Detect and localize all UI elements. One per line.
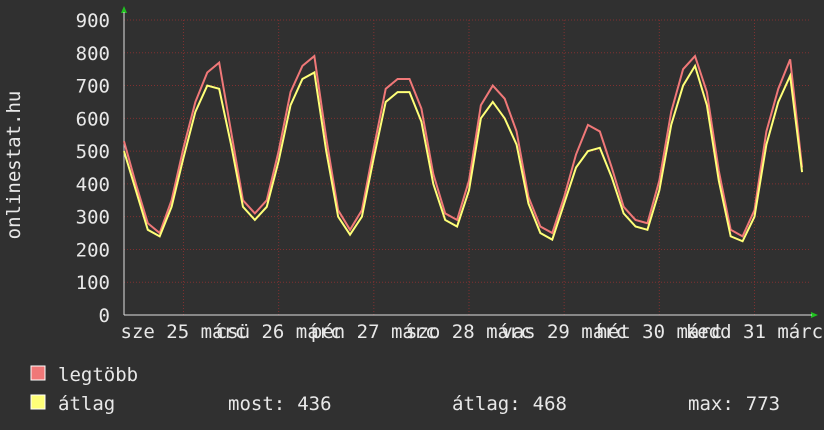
series-line [123,54,804,238]
axis-arrow [811,312,818,318]
y-tick-label: 100 [76,272,110,294]
legend-swatch [30,365,46,381]
x-tick-label: hét 30 márc [596,321,722,343]
stat: max: 773 [688,393,780,415]
y-tick-label: 700 [76,76,110,98]
x-tick-label: szo 28 márc [406,321,532,343]
y-tick-label: 900 [76,10,110,32]
y-tick-label: 800 [76,43,110,65]
series-line [123,63,804,243]
chart-title: onlinestat.hu [3,91,25,240]
legend-label: legtöbb [58,364,138,386]
stat: átlag: 468 [452,393,567,415]
stat-label: átlag: [452,393,521,415]
stat-value: 436 [297,393,331,415]
x-tick-label: csü 26 márc [216,321,342,343]
stat-value: 773 [746,393,780,415]
y-tick-label: 200 [76,239,110,261]
x-tick-label: pén 27 márc [311,321,437,343]
y-tick-label: 400 [76,174,110,196]
stat-value: 468 [533,393,567,415]
x-tick-label: sze 25 márc [121,321,247,343]
stat-label: max: [688,393,734,415]
stat: most: 436 [228,393,332,415]
x-tick-label: vas 29 márc [501,321,627,343]
x-tick-label: kedd 31 márc [686,321,823,343]
legend-swatch [30,394,46,410]
stat-label: most: [228,393,285,415]
y-tick-label: 600 [76,108,110,130]
axis-arrow [121,6,127,13]
y-tick-label: 0 [99,305,110,327]
y-tick-label: 500 [76,141,110,163]
legend-label: átlag [58,393,115,415]
y-tick-label: 300 [76,207,110,229]
